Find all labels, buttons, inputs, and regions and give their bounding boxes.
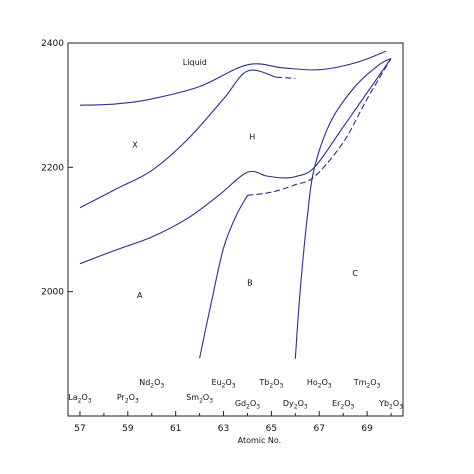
compound-label: La2O3	[68, 393, 91, 405]
phase-label: Liquid	[183, 58, 207, 67]
x-tick-label: 59	[122, 424, 134, 434]
plot-frame	[67, 42, 404, 417]
x-tick-label: 65	[266, 424, 277, 434]
compound-label: Yb2O3	[378, 399, 403, 411]
x-tick-label: 67	[314, 424, 325, 434]
phase-boundary-line-2	[276, 76, 296, 79]
compound-label: Nd2O3	[139, 378, 164, 390]
x-axis-label: Atomic No.	[238, 436, 282, 445]
compound-label: Sm2O3	[186, 393, 213, 405]
y-tick-label: 2400	[41, 39, 64, 49]
x-tick-label: 63	[218, 424, 229, 434]
phase-label: H	[249, 132, 255, 141]
phase-boundary-line-4	[79, 58, 392, 265]
compound-label: Pr2O3	[117, 393, 139, 405]
x-tick-label: 69	[361, 424, 373, 434]
compound-label: Er2O3	[332, 399, 354, 411]
phase-label: C	[352, 269, 358, 278]
x-tick-label: 57	[74, 424, 85, 434]
phase-boundary-line-5	[199, 195, 248, 359]
phase-boundary-line-7	[294, 58, 392, 359]
phase-boundary-line-1	[79, 50, 387, 106]
phase-boundary-line-3	[79, 69, 277, 209]
phase-boundary-line-6	[247, 58, 392, 196]
compound-label: Eu2O3	[211, 378, 235, 390]
phase-label: A	[137, 291, 143, 300]
compound-label: Ho2O3	[307, 378, 332, 390]
y-tick-label: 2000	[41, 288, 64, 298]
y-tick-label: 2200	[41, 163, 64, 173]
compound-label: Tb2O3	[258, 378, 283, 390]
compound-label: Gd2O3	[235, 399, 260, 411]
x-tick-label: 61	[170, 424, 181, 434]
phase-label: X	[132, 140, 138, 149]
compound-label: Dy2O3	[283, 399, 308, 411]
phase-label: B	[247, 278, 253, 287]
compound-label: Tm2O3	[353, 378, 381, 390]
